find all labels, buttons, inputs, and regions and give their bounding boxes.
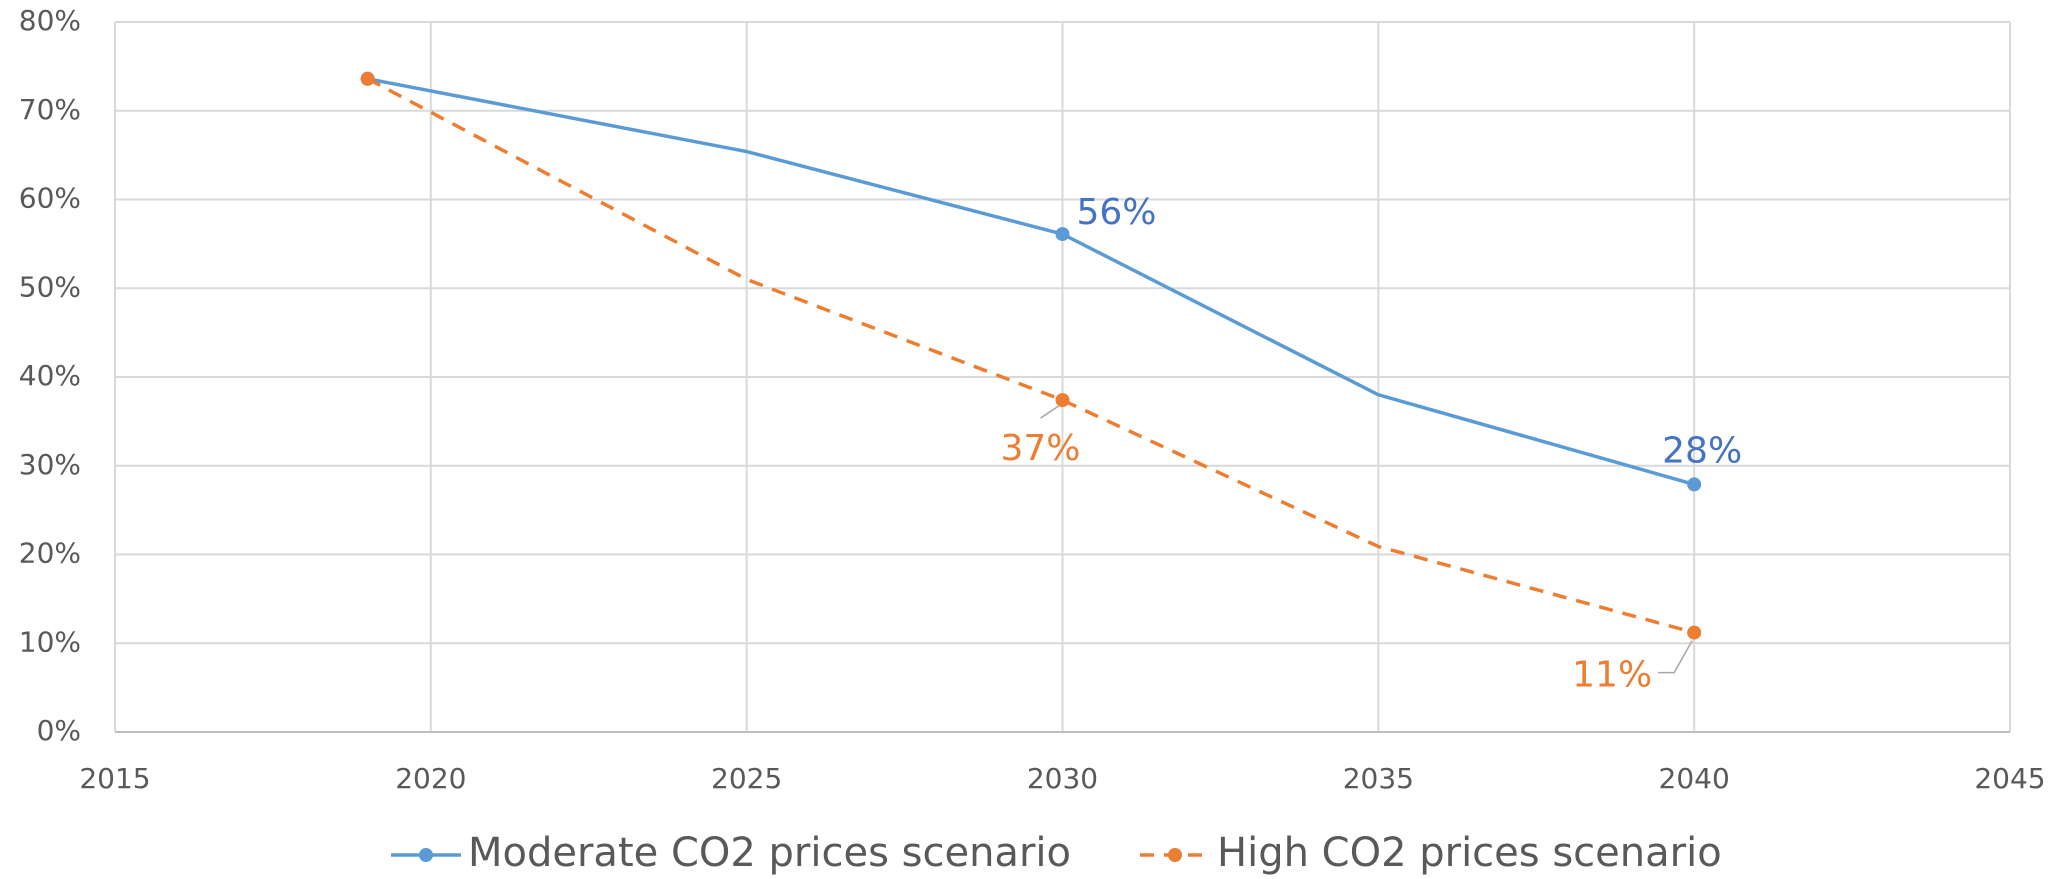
y-tick-label: 70%	[19, 93, 81, 126]
series-line	[366, 77, 1695, 635]
point-marker	[1687, 625, 1702, 640]
leader-line	[1658, 640, 1693, 674]
x-tick-label: 2045	[1974, 762, 2045, 795]
leader-line	[1040, 405, 1059, 419]
y-tick-label: 20%	[19, 537, 81, 570]
y-tick-label: 0%	[37, 714, 81, 747]
data-label: 37%	[1000, 428, 1080, 469]
y-tick-label: 40%	[19, 359, 81, 392]
y-tick-label: 50%	[19, 270, 81, 303]
y-tick-label: 10%	[19, 625, 81, 658]
y-tick-label: 60%	[19, 182, 81, 215]
point-marker	[1687, 477, 1702, 492]
x-tick-label: 2025	[711, 762, 782, 795]
data-label: 28%	[1662, 430, 1742, 471]
point-marker	[1055, 227, 1070, 242]
legend-marker	[1168, 848, 1182, 862]
y-tick-label: 80%	[19, 4, 81, 37]
x-tick-label: 2015	[79, 762, 150, 795]
legend-label: High CO2 prices scenario	[1217, 830, 1722, 876]
point-marker	[360, 71, 375, 86]
data-label: 56%	[1077, 192, 1157, 233]
x-tick-label: 2035	[1343, 762, 1414, 795]
legend-marker	[419, 848, 433, 862]
x-tick-label: 2030	[1027, 762, 1098, 795]
point-marker	[1055, 393, 1070, 408]
x-tick-label: 2020	[395, 762, 466, 795]
series-line	[367, 77, 1695, 487]
legend-label: Moderate CO2 prices scenario	[468, 830, 1071, 876]
data-label: 11%	[1572, 655, 1652, 696]
y-tick-label: 30%	[19, 448, 81, 481]
x-tick-label: 2040	[1659, 762, 1730, 795]
